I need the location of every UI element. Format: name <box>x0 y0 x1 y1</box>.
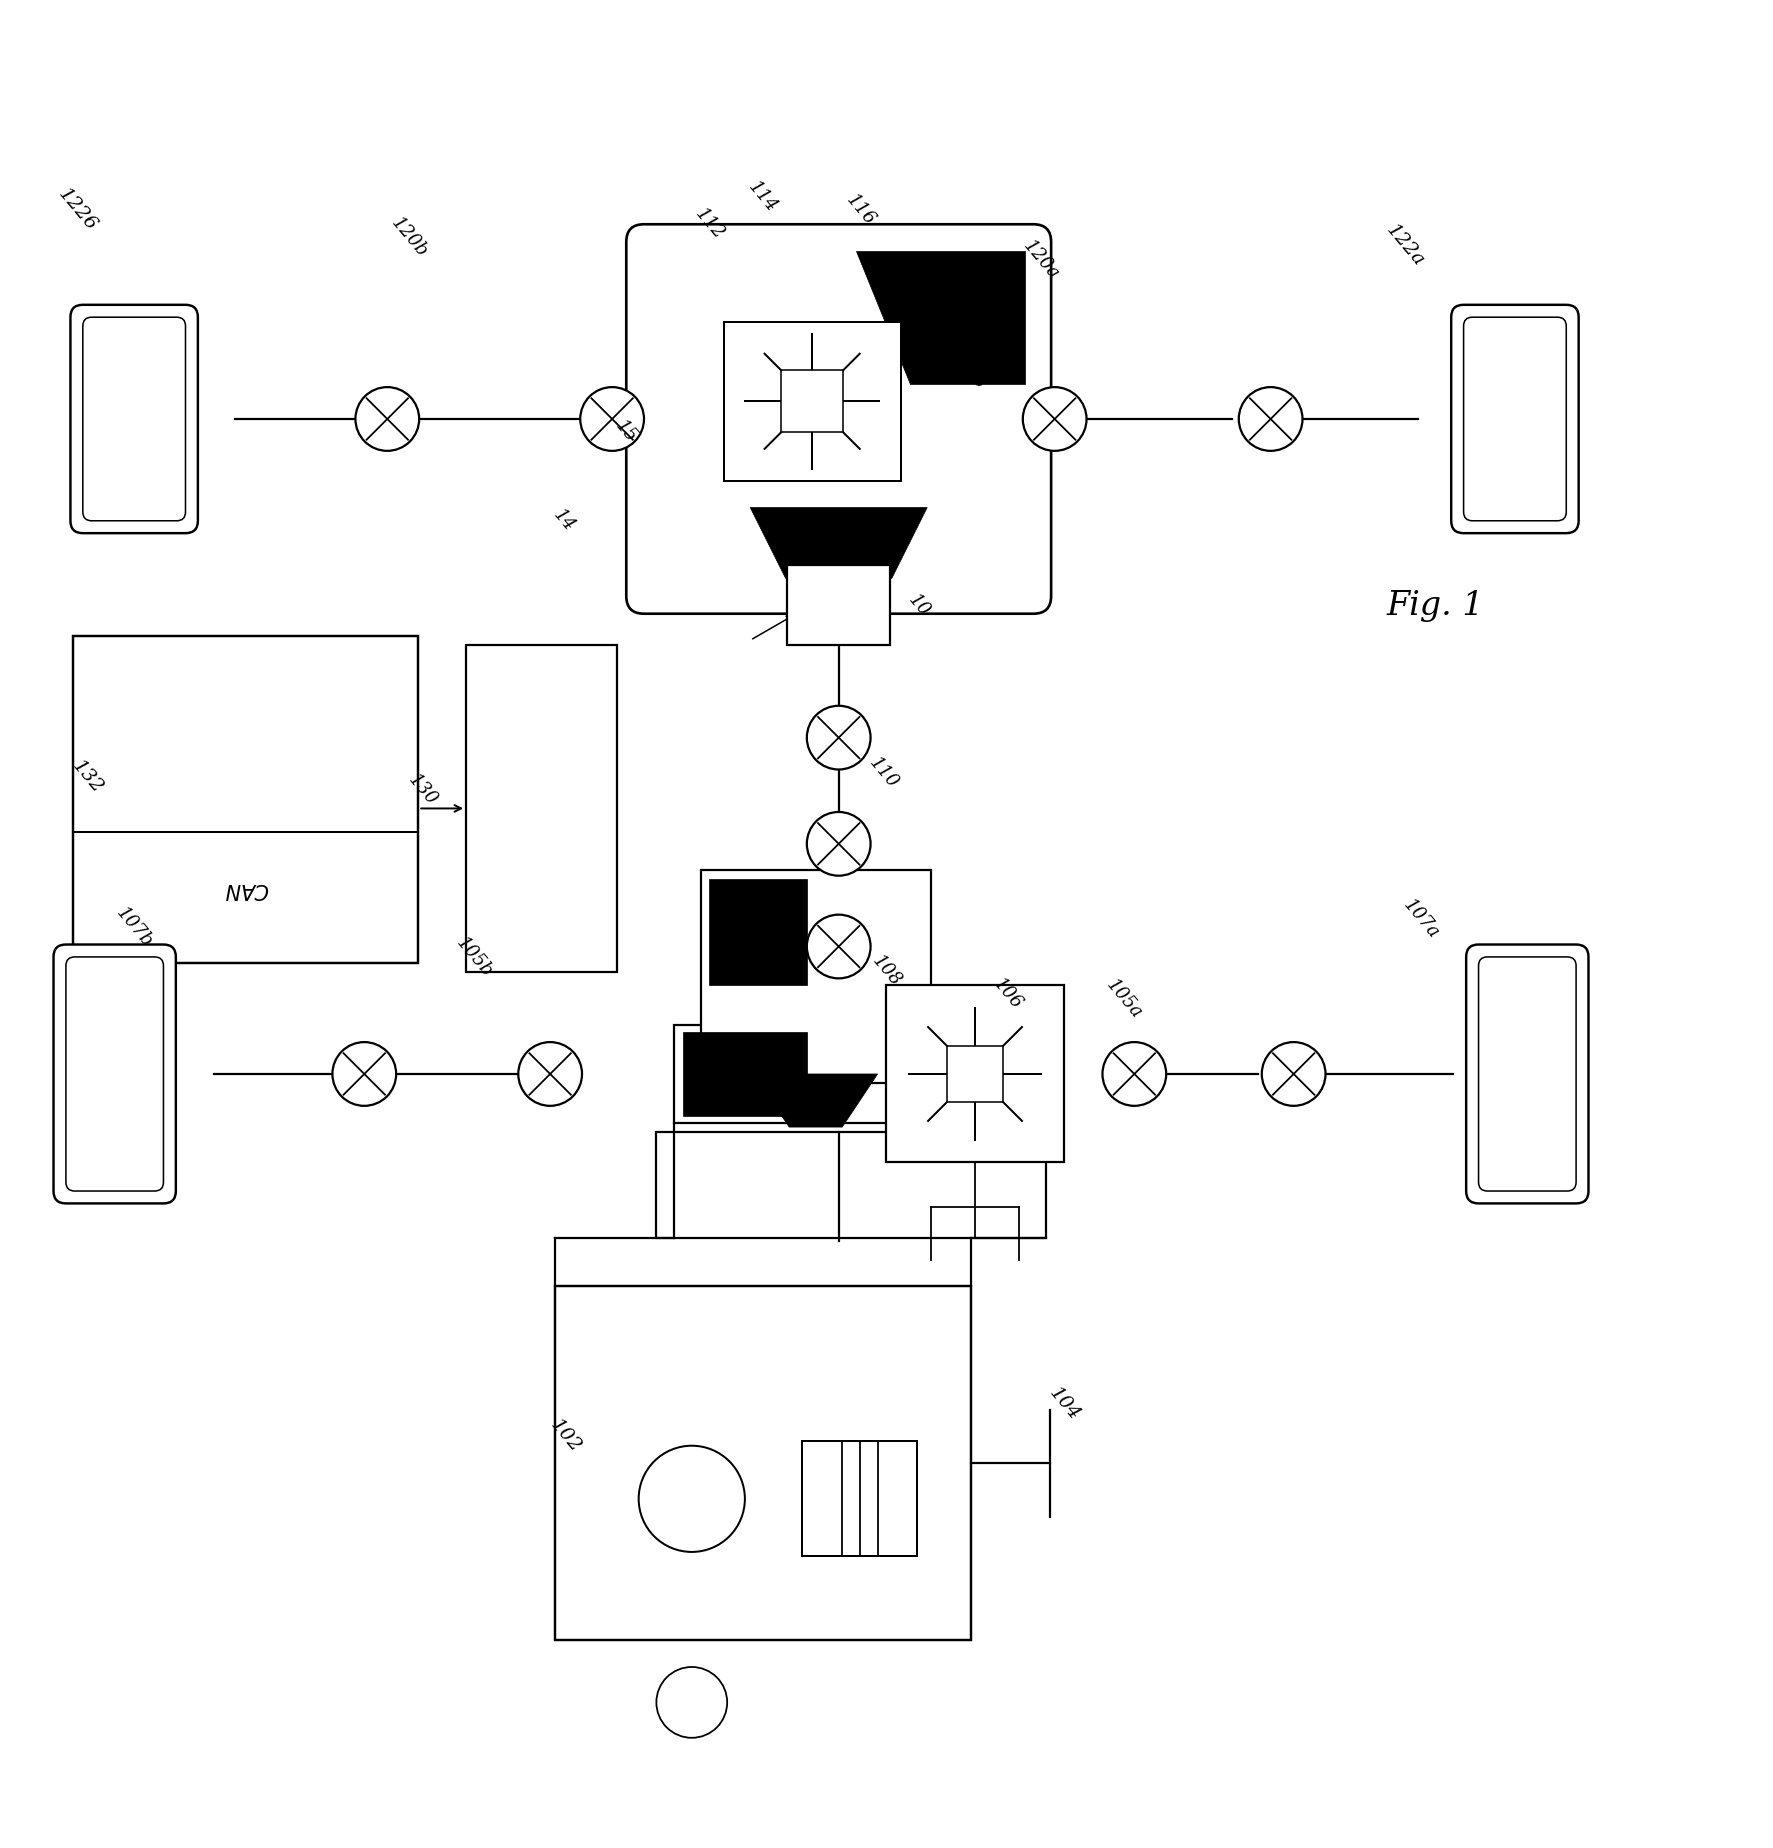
Circle shape <box>580 388 644 451</box>
Circle shape <box>807 706 871 771</box>
Circle shape <box>1103 1042 1167 1107</box>
FancyBboxPatch shape <box>83 318 186 521</box>
Circle shape <box>638 1445 745 1552</box>
Bar <box>947 1046 1004 1103</box>
Bar <box>73 636 418 965</box>
Text: 105b: 105b <box>452 933 496 981</box>
Circle shape <box>807 813 871 876</box>
Text: 1226: 1226 <box>55 185 99 235</box>
Circle shape <box>1023 388 1087 451</box>
Circle shape <box>518 1042 582 1107</box>
Text: 118: 118 <box>954 355 989 394</box>
Circle shape <box>355 388 418 451</box>
FancyBboxPatch shape <box>626 225 1051 614</box>
FancyBboxPatch shape <box>53 944 176 1203</box>
Text: CAN: CAN <box>223 878 268 898</box>
Text: 107b: 107b <box>113 904 156 950</box>
Text: 122a: 122a <box>1383 220 1427 270</box>
Text: 110: 110 <box>865 754 901 791</box>
Bar <box>674 1026 1028 1124</box>
FancyBboxPatch shape <box>1466 944 1589 1203</box>
Polygon shape <box>754 1074 878 1127</box>
FancyBboxPatch shape <box>1479 957 1576 1192</box>
Text: 112: 112 <box>691 205 727 242</box>
Text: 108: 108 <box>869 952 904 989</box>
Text: 120b: 120b <box>387 214 431 261</box>
Bar <box>782 371 844 432</box>
Circle shape <box>332 1042 395 1107</box>
Bar <box>656 1131 1046 1238</box>
Circle shape <box>656 1667 727 1737</box>
FancyBboxPatch shape <box>1452 305 1578 534</box>
Circle shape <box>807 915 871 979</box>
Text: 120a: 120a <box>1019 237 1062 283</box>
Text: 107a: 107a <box>1401 896 1443 942</box>
Bar <box>555 1286 970 1641</box>
Text: 10: 10 <box>904 591 933 619</box>
Text: 14: 14 <box>550 506 578 534</box>
Polygon shape <box>683 1033 807 1116</box>
Text: 130: 130 <box>404 771 441 809</box>
Bar <box>886 987 1064 1162</box>
Bar <box>787 565 890 645</box>
Text: 105a: 105a <box>1103 976 1145 1022</box>
Text: 106: 106 <box>989 974 1025 1013</box>
FancyBboxPatch shape <box>71 305 199 534</box>
Polygon shape <box>709 880 807 987</box>
Polygon shape <box>856 251 1025 384</box>
Bar <box>803 1441 917 1556</box>
Text: 104: 104 <box>1046 1382 1083 1423</box>
Text: 132: 132 <box>69 756 106 796</box>
FancyBboxPatch shape <box>66 957 163 1192</box>
FancyBboxPatch shape <box>1463 318 1566 521</box>
Bar <box>700 870 931 1083</box>
Bar <box>466 645 617 972</box>
Bar <box>723 322 901 482</box>
Text: 15: 15 <box>612 418 640 447</box>
Text: Fig. 1: Fig. 1 <box>1386 590 1484 621</box>
Text: 116: 116 <box>842 190 878 229</box>
Text: 102: 102 <box>546 1416 585 1454</box>
Circle shape <box>1239 388 1303 451</box>
Circle shape <box>1262 1042 1326 1107</box>
Polygon shape <box>750 508 927 578</box>
Text: 114: 114 <box>745 177 780 216</box>
